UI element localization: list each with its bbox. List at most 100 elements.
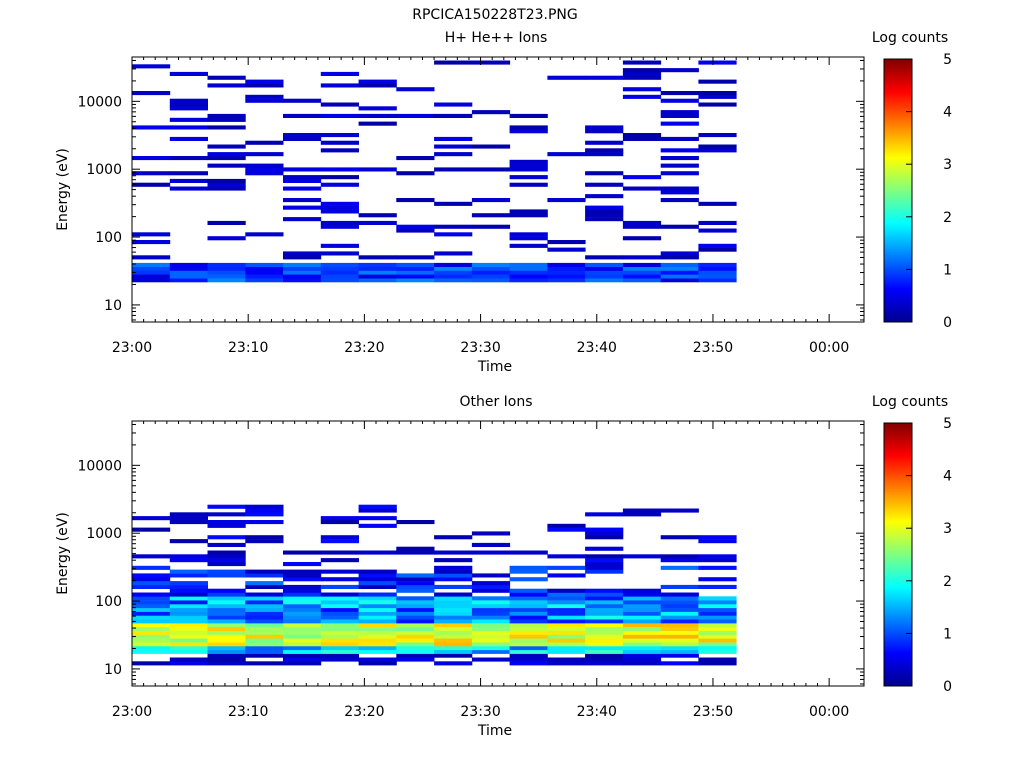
heatmap-cell — [207, 178, 246, 183]
heatmap-cell — [283, 266, 322, 271]
heatmap-cell — [169, 520, 208, 525]
heatmap-cell — [396, 611, 435, 616]
heatmap-cell — [585, 596, 624, 601]
heatmap-cell — [471, 638, 511, 643]
heatmap-cell — [622, 270, 662, 275]
heatmap-cell — [547, 523, 586, 528]
heatmap-cell — [698, 619, 737, 624]
heatmap-cell — [283, 217, 322, 222]
heatmap-cell — [660, 508, 699, 513]
colorbar-tick-label: 5 — [943, 416, 952, 432]
heatmap-cell — [207, 182, 246, 187]
y-axis-label: Energy (eV) — [55, 512, 71, 595]
heatmap-cell — [585, 623, 624, 628]
colorbar-tick-label: 1 — [943, 262, 952, 278]
heatmap-cell — [132, 634, 171, 639]
heatmap-cell — [434, 592, 473, 597]
heatmap-cell — [320, 592, 359, 597]
heatmap-cell — [660, 565, 699, 570]
heatmap-cell — [509, 159, 548, 164]
heatmap-cell — [169, 657, 208, 662]
heatmap-cell — [169, 611, 208, 616]
heatmap-cell — [471, 224, 511, 229]
heatmap-cell — [585, 213, 624, 218]
heatmap-cell — [471, 600, 511, 605]
colorbar-tick-label: 3 — [943, 521, 952, 537]
heatmap-cell — [169, 171, 208, 176]
heatmap-cell — [396, 642, 435, 647]
heatmap-cell — [622, 607, 662, 612]
heatmap-cell — [320, 634, 359, 639]
heatmap-cell — [509, 175, 548, 180]
heatmap-cell — [509, 125, 548, 130]
heatmap-cell — [660, 270, 699, 275]
heatmap-cell — [245, 646, 284, 651]
heatmap-cell — [434, 558, 473, 563]
heatmap-cell — [320, 607, 359, 612]
heatmap-cell — [283, 198, 322, 203]
x-tick-label: 23:50 — [693, 340, 733, 356]
heatmap-cell — [358, 646, 397, 651]
heatmap-cell — [320, 243, 359, 248]
heatmap-cell — [622, 508, 662, 513]
heatmap-cell — [622, 60, 662, 65]
heatmap-cell — [358, 584, 397, 589]
heatmap-cell — [434, 653, 473, 658]
heatmap-cell — [207, 661, 246, 666]
heatmap-cell — [283, 278, 322, 283]
colorbar-label: Log counts — [872, 394, 948, 410]
colorbar-tick-label: 2 — [943, 210, 952, 226]
heatmap-cell — [320, 584, 359, 589]
heatmap-cell — [547, 596, 586, 601]
heatmap-cell — [358, 615, 397, 620]
heatmap-cell — [698, 565, 737, 570]
heatmap-cell — [622, 596, 662, 601]
heatmap-cell — [585, 274, 624, 279]
heatmap-cell — [471, 607, 511, 612]
heatmap-cell — [283, 167, 322, 172]
heatmap-cell — [471, 623, 511, 628]
heatmap-cell — [207, 75, 246, 80]
heatmap-cell — [434, 623, 473, 628]
heatmap-cell — [434, 649, 473, 654]
heatmap-cell — [434, 136, 473, 141]
heatmap-cell — [471, 531, 511, 536]
heatmap-cell — [245, 508, 284, 513]
x-tick-label: 23:00 — [112, 340, 152, 356]
heatmap-cell — [283, 270, 322, 275]
heatmap-cell — [622, 266, 662, 271]
heatmap-cell — [434, 535, 473, 540]
heatmap-cell — [622, 133, 662, 138]
heatmap-cell — [283, 133, 322, 138]
heatmap-cell — [660, 630, 699, 635]
heatmap-cell — [396, 634, 435, 639]
heatmap-cell — [283, 607, 322, 612]
heatmap-cell — [698, 201, 737, 206]
heatmap-cell — [660, 653, 699, 658]
heatmap-cell — [698, 584, 737, 589]
heatmap-cell — [358, 83, 397, 88]
heatmap-cell — [283, 623, 322, 628]
heatmap-cell — [547, 638, 586, 643]
heatmap-cell — [245, 607, 284, 612]
heatmap-cell — [245, 630, 284, 635]
heatmap-cell — [660, 136, 699, 141]
heatmap-cell — [471, 60, 511, 65]
heatmap-cell — [471, 588, 511, 593]
heatmap-cell — [585, 148, 624, 153]
heatmap-cell — [245, 539, 284, 544]
heatmap-cell — [169, 106, 208, 111]
heatmap-cell — [169, 592, 208, 597]
heatmap-cell — [585, 638, 624, 643]
heatmap-cell — [207, 623, 246, 628]
heatmap-cell — [207, 152, 246, 157]
heatmap-cell — [585, 565, 624, 570]
heatmap-cell — [585, 604, 624, 609]
heatmap-cell — [698, 133, 737, 138]
heatmap-cell — [396, 262, 435, 267]
heatmap-cell — [585, 75, 624, 80]
heatmap-cell — [396, 573, 435, 578]
heatmap-cell — [585, 642, 624, 647]
heatmap-cell — [283, 649, 322, 654]
heatmap-cell — [396, 653, 435, 658]
